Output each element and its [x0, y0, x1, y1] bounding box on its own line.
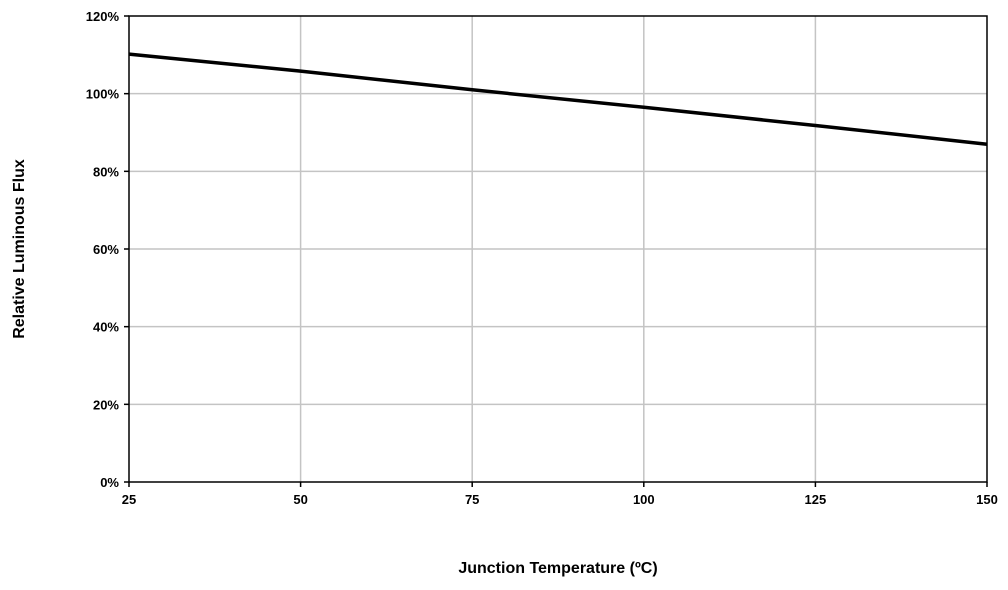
y-tick-label: 40% — [93, 320, 119, 335]
y-tick-label: 100% — [86, 87, 120, 102]
x-tick-label: 150 — [976, 492, 998, 507]
y-tick-label: 0% — [100, 475, 119, 490]
x-tick-label: 100 — [633, 492, 655, 507]
y-tick-label: 20% — [93, 397, 119, 412]
y-axis-title: Relative Luminous Flux — [11, 159, 28, 339]
series-line-0 — [128, 52, 988, 146]
x-axis-title: Junction Temperature (ºC) — [458, 560, 657, 577]
axis-ticks: 25 50 75 100 125 150 0% 20% 40% 60% 80% 100% 120% — [86, 9, 998, 507]
x-tick-label: 25 — [122, 492, 136, 507]
x-tick-label: 125 — [805, 492, 827, 507]
y-tick-label: 60% — [93, 242, 119, 257]
grid — [129, 16, 987, 482]
y-tick-label: 120% — [86, 9, 120, 24]
y-tick-label: 80% — [93, 164, 119, 179]
x-tick-label: 50 — [293, 492, 307, 507]
series — [128, 52, 988, 146]
x-tick-label: 75 — [465, 492, 479, 507]
